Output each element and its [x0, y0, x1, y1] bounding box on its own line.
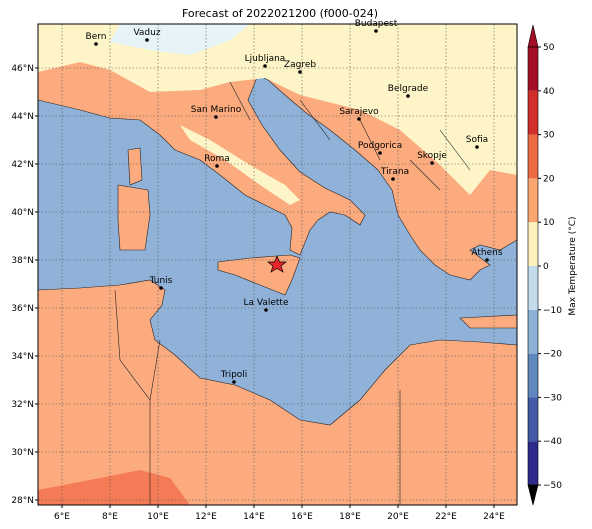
city-label: San Marino [191, 105, 242, 115]
city-dot [406, 94, 410, 98]
colorbar-band [528, 441, 538, 485]
earthquake-star [267, 255, 287, 273]
colorbar-tick-label: −30 [543, 393, 562, 403]
y-tick-label: 32°N [11, 400, 34, 410]
city-label: Tripoli [220, 370, 248, 380]
city-label: Sofia [466, 135, 488, 145]
map [38, 24, 517, 505]
sardinia [117, 184, 151, 251]
colorbar-band [528, 178, 538, 223]
colorbar-band [528, 353, 538, 398]
city-dot [298, 70, 302, 74]
city-label: Sarajevo [339, 107, 379, 117]
city-dot [374, 29, 378, 33]
city-label: Bern [86, 32, 107, 42]
x-tick-label: 6°E [54, 512, 70, 522]
colorbar-band [528, 309, 538, 354]
city-dot [263, 64, 267, 68]
colorbar-tick-label: −20 [543, 350, 562, 360]
city-label: Podgorica [358, 141, 402, 151]
city-dot [145, 38, 149, 42]
city-label: La Valette [244, 298, 289, 308]
y-tick-label: 30°N [11, 448, 34, 458]
y-tick-label: 44°N [11, 112, 34, 122]
colorbar-tick-label: 40 [543, 87, 555, 97]
x-tick-label: 18°E [339, 512, 361, 522]
city-dot [357, 117, 361, 121]
colorbar-tick-label: −50 [543, 481, 562, 491]
colorbar-band [528, 222, 538, 266]
colorbar-band [528, 47, 538, 91]
city-dot [391, 177, 395, 181]
city-label: Roma [204, 154, 230, 164]
city-label: Vaduz [133, 28, 160, 38]
city-label: Ljubljana [245, 54, 286, 64]
colorbar-tick-label: 0 [543, 262, 549, 272]
x-tick-label: 14°E [243, 512, 265, 522]
x-tick-label: 10°E [147, 512, 169, 522]
x-tick-label: 12°E [195, 512, 217, 522]
city-dot [232, 380, 236, 384]
x-tick-label: 22°E [435, 512, 457, 522]
colorbar: −50 −40 −30 −20 −10 0 10 20 30 40 50 [527, 24, 562, 506]
y-tick-label: 42°N [11, 160, 34, 170]
city-label: Tirana [380, 167, 409, 177]
y-tick-label: 46°N [11, 64, 34, 74]
x-tick-label: 16°E [291, 512, 313, 522]
city-label: Belgrade [388, 84, 429, 94]
city-dot [378, 151, 382, 155]
snow-zone [110, 24, 250, 55]
colorbar-band [528, 134, 538, 179]
colorbar-tick-label: 30 [543, 131, 555, 141]
colorbar-band [528, 397, 538, 442]
y-tick-label: 40°N [11, 208, 34, 218]
city-label: Tunis [149, 276, 173, 286]
city-label: Zagreb [284, 60, 316, 70]
country-borders [114, 81, 471, 505]
colorbar-tick-label: −40 [543, 437, 562, 447]
city-dot [159, 286, 163, 290]
colorbar-tick-label: 20 [543, 174, 555, 184]
y-tick-label: 36°N [11, 304, 34, 314]
colorbar-label: Max Temperature (°C) [568, 216, 578, 315]
city-label: Skopje [417, 151, 447, 161]
colorbar-extend-low [527, 484, 539, 506]
colorbar-band [528, 90, 538, 135]
y-tick-label: 34°N [11, 352, 34, 362]
map-frame [37, 23, 518, 506]
crete [459, 314, 517, 329]
colorbar-tick-label: 50 [543, 43, 555, 53]
city-dot [264, 308, 268, 312]
city-dot [475, 145, 479, 149]
axes: 6°E 8°E 10°E 12°E 14°E 16°E 18°E 20°E 22°E 24°E 28… [11, 24, 517, 522]
x-tick-label: 24°E [483, 512, 505, 522]
colorbar-tick-label: −10 [543, 306, 562, 316]
apennines-cold [180, 125, 300, 205]
y-tick-label: 38°N [11, 256, 34, 266]
title: Forecast of 2022021200 (f000-024) [182, 7, 378, 20]
colorbar-tick-label: 10 [543, 218, 555, 228]
x-tick-label: 8°E [102, 512, 118, 522]
y-tick-label: 28°N [11, 496, 34, 506]
city-dot [94, 42, 98, 46]
colorbar-band [528, 266, 538, 310]
x-tick-label: 20°E [387, 512, 409, 522]
corsica [127, 147, 143, 186]
colorbar-extend-high [527, 24, 539, 48]
city-label: Athens [471, 248, 502, 258]
city-dot [215, 164, 219, 168]
hot-zone [38, 470, 190, 505]
